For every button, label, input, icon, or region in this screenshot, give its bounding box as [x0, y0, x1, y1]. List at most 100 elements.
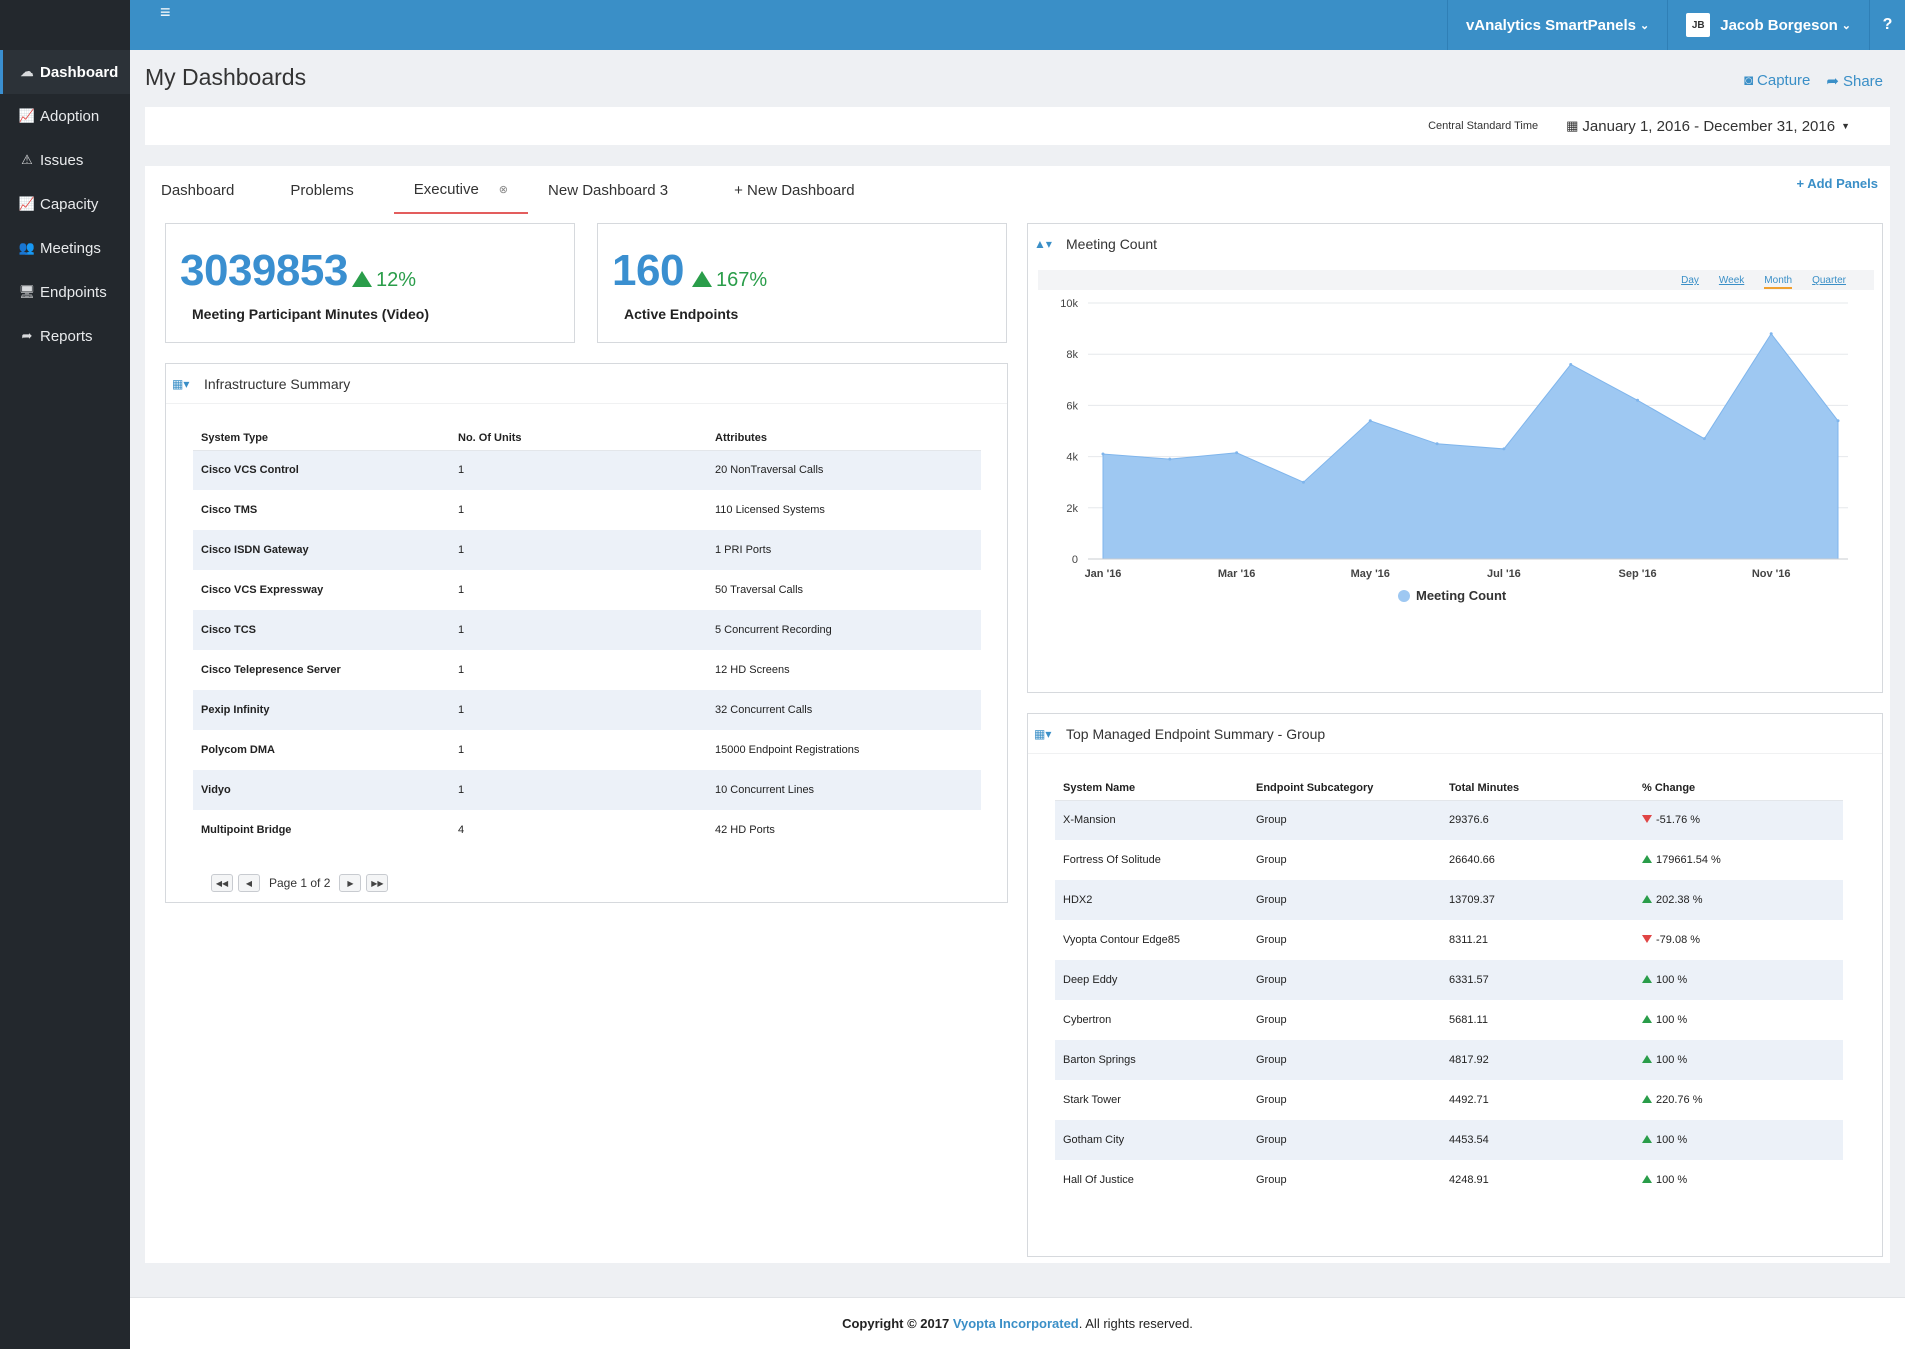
system-type-cell: Cisco TCS [193, 610, 450, 650]
user-menu-dropdown[interactable]: JB Jacob Borgeson ⌄ [1667, 0, 1869, 50]
sidebar-item-label: Reports [40, 327, 93, 345]
trend-up-icon [1642, 1095, 1652, 1103]
chevron-down-icon: ⌄ [1841, 19, 1851, 32]
y-tick-label: 6k [1066, 400, 1078, 412]
panel-header: ▲▾ Meeting Count [1028, 224, 1882, 264]
name-cell: Cybertron [1063, 1014, 1112, 1026]
change-cell: 220.76 % [1634, 1080, 1843, 1120]
share-button[interactable]: ➦ Share [1826, 72, 1883, 90]
x-tick-label: May '16 [1351, 568, 1390, 580]
units-cell: 1 [450, 770, 707, 810]
x-tick-label: Jan '16 [1085, 568, 1122, 580]
data-point [1368, 419, 1372, 423]
system-type-cell: Pexip Infinity [193, 690, 450, 730]
time-filter-bar: Central Standard Time ▦ January 1, 2016 … [145, 107, 1890, 145]
change-value: 179661.54 % [1656, 854, 1721, 866]
new-dashboard-tab-button[interactable]: + New Dashboard [718, 166, 870, 214]
tab-new-dashboard-3[interactable]: New Dashboard 3 [532, 166, 684, 214]
sub-cell: Group [1248, 1040, 1441, 1080]
column-header[interactable]: % Change [1634, 770, 1843, 801]
table-row: Cisco VCS Control 1 20 NonTraversal Calls [193, 450, 981, 490]
meeting-count-chart: 0 2k 4k 6k 8k 10k Jan '16 Mar '16 May '16 Jul '16… [1060, 298, 1848, 603]
data-point [1569, 362, 1573, 366]
sub-cell: Group [1256, 1014, 1287, 1026]
x-tick-label: Jul '16 [1487, 568, 1521, 580]
data-point [1235, 451, 1239, 455]
panel-header: ▦▾ Infrastructure Summary [166, 364, 1007, 404]
x-tick-label: Sep '16 [1618, 568, 1656, 580]
sidebar-item-meetings[interactable]: 👥 Meetings [0, 226, 130, 270]
attributes-cell: 12 HD Screens [715, 664, 790, 676]
next-page-button[interactable]: ▶ [339, 874, 362, 892]
minutes-cell: 6331.57 [1441, 960, 1634, 1000]
dashboard-content: Dashboard Problems Executive ⊗ New Dashb… [145, 166, 1890, 1263]
infrastructure-summary-panel: ▦▾ Infrastructure Summary System Type No… [165, 363, 1008, 903]
units-cell: 1 [450, 530, 707, 570]
period-option-month[interactable]: Month [1764, 275, 1793, 289]
change-value: -51.76 % [1656, 814, 1701, 827]
sidebar-item-adoption[interactable]: 📈 Adoption [0, 94, 130, 138]
prev-page-button[interactable]: ◀ [238, 874, 260, 892]
minutes-cell: 8311.21 [1449, 934, 1488, 946]
close-tab-icon[interactable]: ⊗ [498, 183, 509, 196]
change-cell: 100 % [1634, 1040, 1843, 1080]
dashboard-tabs: Dashboard Problems Executive ⊗ New Dashb… [145, 166, 871, 214]
chart-options-icon[interactable]: ▲▾ [1034, 237, 1052, 251]
attributes-cell: 32 Concurrent Calls [707, 690, 981, 730]
tab-executive[interactable]: Executive ⊗ [393, 166, 529, 214]
sidebar-nav: ☁ Dashboard 📈 Adoption ⚠ Issues 📈 Capacity 👥 Meet… [0, 0, 130, 358]
endpoint-summary-panel: ▦▾ Top Managed Endpoint Summary - Group … [1027, 713, 1883, 1257]
first-page-button[interactable]: ◀◀ [211, 874, 233, 892]
kpi-value: 3039853 [180, 246, 348, 295]
hamburger-menu-icon[interactable]: ≡ [160, 2, 171, 22]
vyopta-link[interactable]: Vyopta Incorporated [952, 1316, 1079, 1331]
legend-marker [1398, 590, 1410, 602]
tab-dashboard[interactable]: Dashboard [145, 166, 250, 214]
system-type-cell: Cisco VCS Expressway [201, 584, 324, 596]
sidebar-item-endpoints[interactable]: 🖥 Endpoints [0, 270, 130, 314]
app-menu-dropdown[interactable]: vAnalytics SmartPanels ⌄ [1446, 0, 1667, 50]
sidebar-item-issues[interactable]: ⚠ Issues [0, 138, 130, 182]
minutes-cell: 4453.54 [1441, 1120, 1634, 1160]
system-type-cell: Vidyo [193, 770, 450, 810]
attributes-cell: 10 Concurrent Lines [707, 770, 981, 810]
column-header[interactable]: System Name [1055, 770, 1248, 801]
name-cell: X-Mansion [1055, 800, 1248, 840]
data-point [1435, 442, 1439, 446]
top-bar-actions: vAnalytics SmartPanels ⌄ JB Jacob Borges… [1446, 0, 1905, 50]
period-option-day[interactable]: Day [1681, 275, 1699, 286]
series-area-meeting-count [1102, 332, 1839, 560]
last-page-button[interactable]: ▶▶ [366, 874, 389, 892]
attributes-cell: 1 PRI Ports [707, 530, 981, 570]
y-tick-label: 8k [1066, 349, 1078, 361]
table-row: Cisco ISDN Gateway 1 1 PRI Ports [193, 530, 981, 570]
column-header[interactable]: Endpoint Subcategory [1248, 770, 1441, 801]
column-header[interactable]: Total Minutes [1441, 770, 1634, 801]
table-options-icon[interactable]: ▦▾ [1034, 726, 1052, 741]
column-header[interactable]: Attributes [707, 420, 981, 451]
change-value: 220.76 % [1656, 1094, 1703, 1106]
tab-problems[interactable]: Problems [274, 166, 369, 214]
date-range-picker[interactable]: ▦ January 1, 2016 - December 31, 2016 ▼ [1566, 118, 1850, 135]
infrastructure-table-body: Cisco VCS Control 1 20 NonTraversal Calls C… [193, 450, 981, 850]
period-option-quarter[interactable]: Quarter [1812, 275, 1846, 286]
table-options-icon[interactable]: ▦▾ [172, 376, 190, 391]
sidebar-item-dashboard[interactable]: ☁ Dashboard [0, 50, 130, 94]
change-value: -79.08 % [1656, 934, 1701, 946]
change-cell: 179661.54 % [1634, 840, 1843, 880]
column-header[interactable]: System Type [193, 420, 450, 451]
sidebar-item-capacity[interactable]: 📈 Capacity [0, 182, 130, 226]
attributes-cell: 15000 Endpoint Registrations [715, 744, 860, 756]
sidebar-item-label: Endpoints [40, 283, 107, 301]
system-type-cell: Cisco TMS [201, 504, 258, 516]
units-cell: 1 [450, 610, 707, 650]
help-button[interactable]: ? [1869, 0, 1905, 50]
page-title: My Dashboards [145, 64, 307, 90]
column-header[interactable]: No. Of Units [450, 420, 707, 451]
period-option-week[interactable]: Week [1718, 275, 1745, 286]
add-panels-button[interactable]: + Add Panels [1796, 176, 1878, 191]
sidebar-item-reports[interactable]: ➦ Reports [0, 314, 130, 358]
table-row: Cisco TCS 1 5 Concurrent Recording [193, 610, 981, 650]
capture-button[interactable]: ◙ Capture [1744, 72, 1810, 90]
table-row: Barton Springs Group 4817.92 100 % [1055, 1040, 1843, 1080]
